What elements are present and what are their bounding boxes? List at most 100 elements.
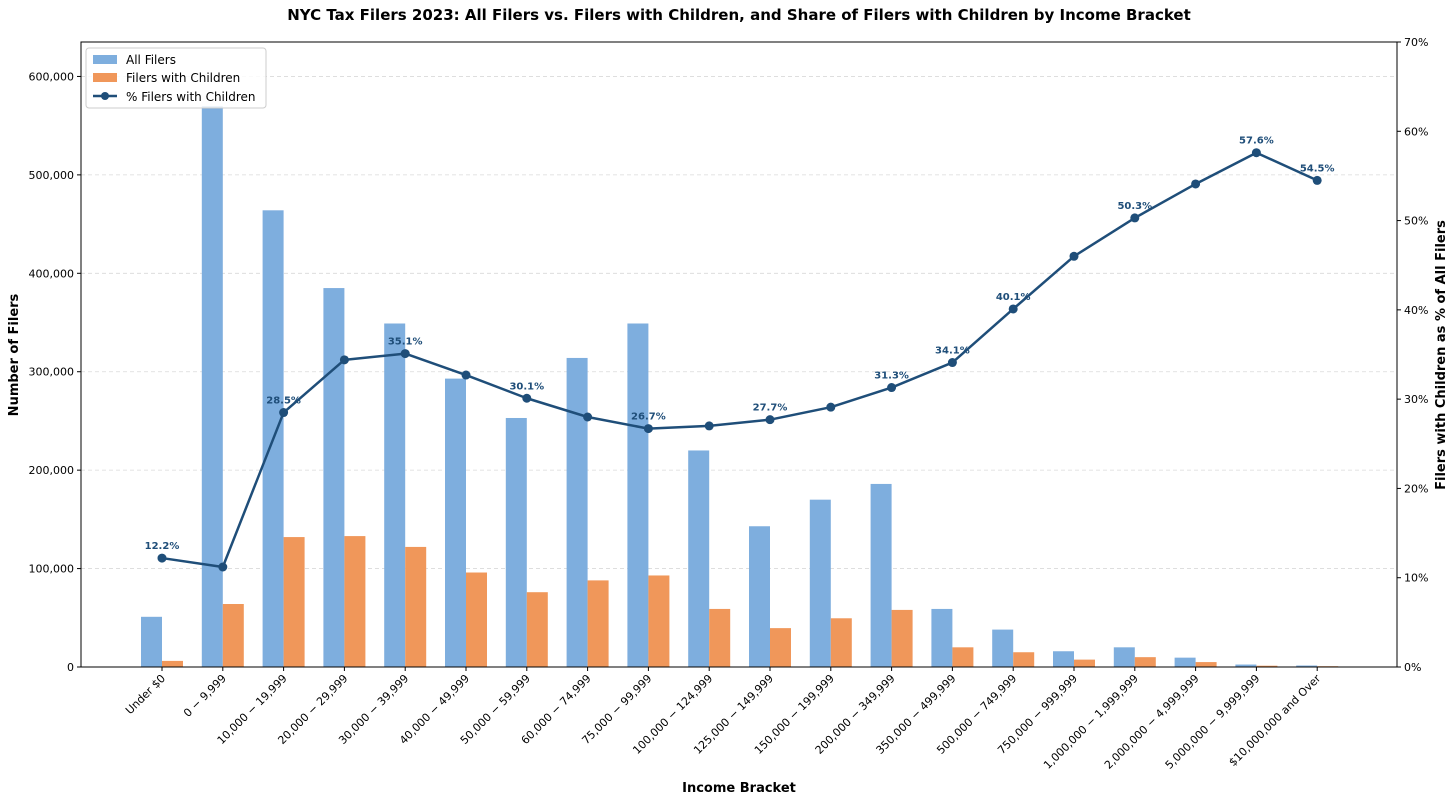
y-tick-label: 400,000 <box>29 267 75 280</box>
percent-data-label: 26.7% <box>631 412 666 423</box>
percent-point <box>522 393 532 403</box>
bar-all-filers <box>566 357 588 667</box>
percent-point <box>643 424 653 434</box>
percent-point <box>765 415 775 425</box>
percent-point <box>339 355 349 365</box>
percent-data-label: 12.2% <box>145 541 180 552</box>
bar-filers-with-children <box>344 536 366 667</box>
percent-data-label: 35.1% <box>388 337 423 348</box>
bar-filers-with-children <box>526 592 548 667</box>
y2-tick-label: 10% <box>1404 572 1428 585</box>
bar-all-filers <box>384 323 406 667</box>
bar-all-filers <box>627 323 649 667</box>
percent-data-label: 57.6% <box>1239 136 1274 147</box>
y2-tick-label: 0% <box>1404 661 1421 674</box>
y-tick-label: 0 <box>67 661 74 674</box>
bar-filers-with-children <box>1195 662 1217 667</box>
y2-tick-label: 60% <box>1404 125 1428 138</box>
y2-tick-label: 40% <box>1404 304 1428 317</box>
bar-all-filers <box>505 417 527 667</box>
percent-point <box>1130 213 1140 223</box>
percent-point <box>704 421 714 431</box>
y-tick-label: 500,000 <box>29 169 75 182</box>
y2-tick-label: 50% <box>1404 215 1428 228</box>
legend-swatch-percent-marker <box>101 92 109 100</box>
bar-filers-with-children <box>952 647 974 667</box>
y-tick-label: 600,000 <box>29 70 75 83</box>
legend: All Filers Filers with Children % Filers… <box>85 47 267 109</box>
percent-point <box>887 383 897 393</box>
bar-all-filers <box>870 483 892 667</box>
legend-box <box>85 47 267 109</box>
percent-point <box>157 553 167 563</box>
percent-point <box>1251 148 1261 158</box>
percent-point <box>218 562 228 572</box>
legend-label-all-filers: All Filers <box>126 53 176 67</box>
percent-point <box>1191 179 1201 189</box>
bar-all-filers <box>141 616 162 667</box>
percent-point <box>1008 304 1018 314</box>
percent-data-label: 28.5% <box>266 396 301 407</box>
bar-all-filers <box>323 288 345 667</box>
percent-point <box>1312 175 1322 185</box>
y-tick-label: 200,000 <box>29 464 75 477</box>
percent-point <box>1069 251 1079 261</box>
y-axis-label: Number of Filers <box>7 293 22 416</box>
y2-tick-label: 20% <box>1404 482 1428 495</box>
legend-swatch-all-filers <box>93 55 117 64</box>
percent-data-label: 54.5% <box>1300 163 1335 174</box>
y2-tick-label: 70% <box>1404 36 1428 49</box>
bar-all-filers <box>445 378 466 667</box>
y-tick-label: 300,000 <box>29 366 75 379</box>
percent-data-label: 31.3% <box>874 371 909 382</box>
bar-filers-with-children <box>405 546 427 667</box>
legend-label-percent: % Filers with Children <box>126 90 256 104</box>
bar-all-filers <box>1296 665 1318 667</box>
bar-filers-with-children <box>830 618 852 667</box>
percent-line: 12.2% 28.5% 35.1% 30.1% 26.7% 27.7% 31.3% 34.1%… <box>145 136 1335 572</box>
y-tick-label: 100,000 <box>29 563 75 576</box>
bar-filers-with-children <box>1013 652 1035 667</box>
bar-all-filers <box>1174 657 1196 667</box>
x-tick-label: 0 − 9,999 <box>181 672 229 720</box>
bar-filers-with-children <box>709 608 731 667</box>
percent-point <box>461 370 471 380</box>
percent-data-label: 30.1% <box>509 381 544 392</box>
percent-data-label: 27.7% <box>753 403 788 414</box>
bar-filers-with-children <box>466 572 487 667</box>
bar-all-filers <box>992 629 1014 667</box>
legend-label-filers-with-children: Filers with Children <box>126 71 240 85</box>
gridlines <box>81 76 1397 569</box>
bar-filers-with-children <box>770 628 791 667</box>
bar-filers-with-children <box>1256 665 1278 667</box>
percent-point <box>947 358 957 368</box>
bar-filers-with-children <box>162 660 183 667</box>
bar-filers-with-children <box>587 580 609 667</box>
percent-data-label: 34.1% <box>935 346 970 357</box>
y2-axis-label: Filers with Children as % of All Filers <box>1434 220 1449 490</box>
bar-filers-with-children <box>222 604 244 667</box>
percent-point <box>279 408 289 418</box>
bar-all-filers <box>1053 651 1074 667</box>
bar-all-filers <box>809 499 831 667</box>
legend-swatch-filers-with-children <box>93 73 117 82</box>
percent-data-label: 50.3% <box>1117 201 1152 212</box>
percent-data-label: 40.1% <box>996 292 1031 303</box>
plot-frame <box>80 41 1398 668</box>
bar-all-filers <box>688 450 710 667</box>
bar-all-filers <box>1113 647 1135 667</box>
bar-filers-with-children <box>1134 657 1156 667</box>
chart-title: NYC Tax Filers 2023: All Filers vs. File… <box>287 6 1191 24</box>
percent-point <box>583 412 593 422</box>
bar-all-filers <box>201 105 223 667</box>
bar-filers-with-children <box>1074 659 1095 667</box>
bar-filers-with-children <box>891 609 913 667</box>
bar-all-filers <box>1235 664 1257 667</box>
x-axis-label: Income Bracket <box>682 781 796 796</box>
y2-tick-label: 30% <box>1404 393 1428 406</box>
bar-filers-with-children <box>283 537 305 667</box>
percent-series-line <box>161 151 1318 569</box>
bar-filers-with-children <box>648 575 670 667</box>
axes <box>77 41 1401 671</box>
